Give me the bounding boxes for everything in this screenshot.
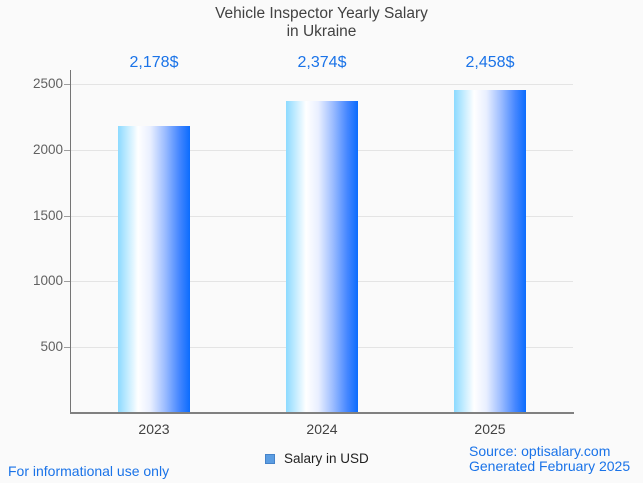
- chart-title: Vehicle Inspector Yearly Salary in Ukrai…: [0, 5, 643, 41]
- bar-2023[interactable]: [118, 126, 190, 412]
- x-axis-label-2025: 2025: [474, 421, 506, 437]
- value-label-2025: 2,458$: [465, 54, 515, 71]
- x-axis-label-2023: 2023: [138, 421, 170, 437]
- value-label-2023: 2,178$: [129, 54, 179, 71]
- y-axis-label-500: 500: [40, 339, 63, 354]
- y-axis-line: [70, 70, 71, 414]
- y-axis-label-2000: 2000: [32, 142, 63, 157]
- gridline-2500: [70, 84, 573, 85]
- y-tick-1000: [64, 281, 70, 282]
- y-tick-1500: [64, 216, 70, 217]
- chart-title-line2: in Ukraine: [286, 23, 357, 40]
- disclaimer-text: For informational use only: [8, 463, 170, 479]
- y-axis-label-2500: 2500: [32, 76, 63, 91]
- bar-2025[interactable]: [454, 90, 526, 412]
- bar-2024[interactable]: [286, 101, 358, 412]
- y-tick-2500: [64, 84, 70, 85]
- legend-marker-icon: [265, 453, 275, 464]
- source-block: Source: optisalary.com Generated Februar…: [469, 444, 630, 474]
- y-tick-2000: [64, 150, 70, 151]
- y-axis-label-1000: 1000: [32, 273, 63, 288]
- value-label-2024: 2,374$: [297, 54, 347, 71]
- x-axis-line: [70, 412, 574, 414]
- source-text: Source: optisalary.com: [469, 443, 611, 459]
- legend-label: Salary in USD: [284, 451, 369, 466]
- generated-text: Generated February 2025: [469, 458, 631, 474]
- y-tick-500: [64, 347, 70, 348]
- legend-item[interactable]: Salary in USD: [265, 451, 369, 466]
- x-axis-label-2024: 2024: [306, 421, 338, 437]
- chart-title-line1: Vehicle Inspector Yearly Salary: [215, 5, 428, 22]
- y-axis-label-1500: 1500: [32, 208, 63, 223]
